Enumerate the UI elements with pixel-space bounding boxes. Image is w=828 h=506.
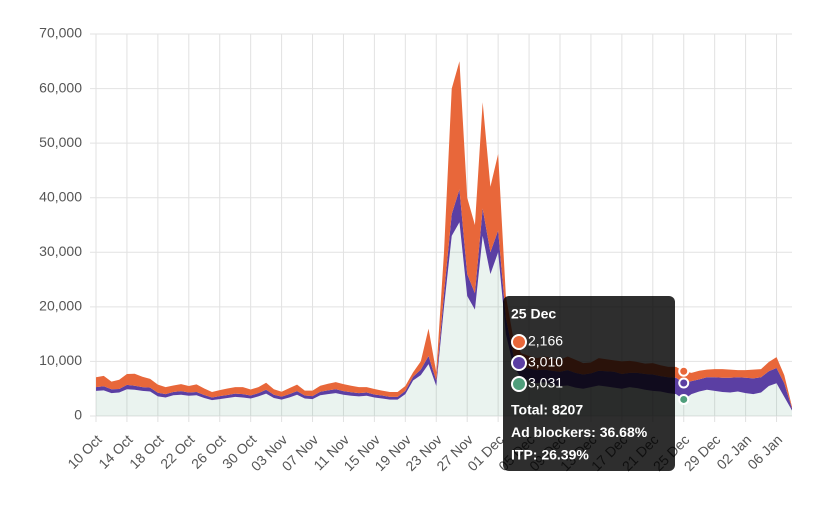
y-tick-label: 50,000: [39, 134, 82, 150]
x-tick-label: 06 Jan: [744, 431, 785, 472]
tooltip-summary: ITP: 26.39%: [511, 447, 589, 463]
y-tick-label: 10,000: [39, 352, 82, 368]
hover-point: [678, 393, 690, 405]
hover-point: [678, 377, 690, 389]
tooltip-value: 2,166: [528, 333, 563, 349]
x-tick-label: 18 Oct: [126, 431, 167, 472]
y-tick-label: 70,000: [39, 25, 82, 41]
tooltip-value: 3,031: [528, 375, 563, 391]
tooltip: 25 Dec 2,166 3,010 3,031 Total: 8207 Ad block…: [503, 296, 675, 471]
area: [96, 222, 792, 416]
x-tick-label: 22 Oct: [157, 431, 198, 472]
x-tick-label: 26 Oct: [188, 431, 229, 472]
y-tick-label: 20,000: [39, 298, 82, 314]
tooltip-swatch: [511, 355, 527, 371]
tooltip-swatch: [511, 334, 527, 350]
x-tick-label: 14 Oct: [95, 431, 136, 472]
area: [96, 189, 792, 411]
hover-point: [678, 365, 690, 377]
tooltip-swatch: [511, 376, 527, 392]
tooltip-box: [503, 296, 675, 471]
y-tick-label: 30,000: [39, 243, 82, 259]
y-tick-label: 40,000: [39, 188, 82, 204]
tooltip-value: 3,010: [528, 354, 563, 370]
y-tick-label: 0: [74, 407, 82, 423]
x-tick-label: 10 Oct: [64, 431, 105, 472]
y-tick-label: 60,000: [39, 79, 82, 95]
area: [96, 61, 792, 409]
tooltip-summary: Ad blockers: 36.68%: [511, 424, 648, 440]
tooltip-title: 25 Dec: [511, 306, 556, 322]
tooltip-summary: Total: 8207: [511, 402, 583, 418]
